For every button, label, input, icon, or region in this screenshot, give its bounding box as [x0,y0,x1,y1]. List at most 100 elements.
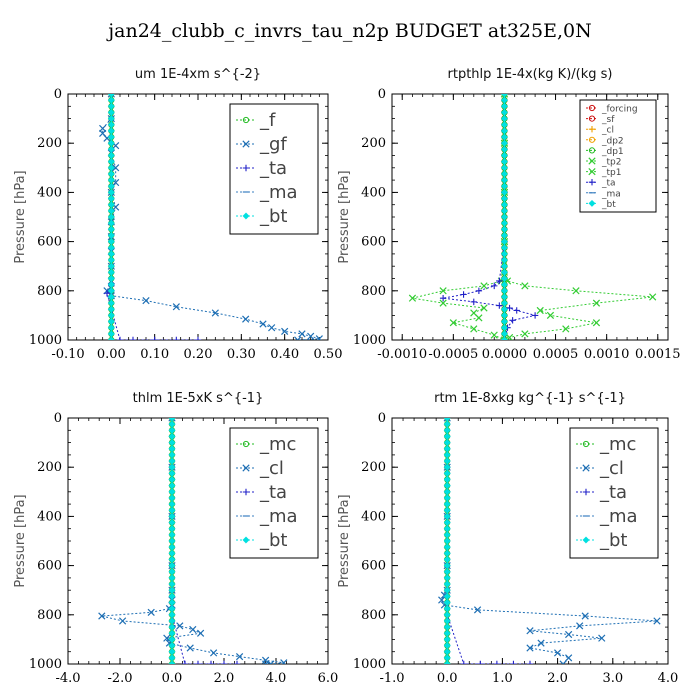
data-point [129,336,137,340]
data-point [500,324,508,332]
data-point [500,231,508,240]
data-point [470,325,478,333]
data-point [500,305,508,313]
y-tick-label: 200 [37,136,62,151]
data-point [107,274,115,283]
data-point [526,627,534,635]
y-tick-label: 400 [37,509,62,524]
data-point [443,531,451,539]
data-point [172,303,180,311]
data-point [438,596,446,604]
data-point [473,606,482,614]
data-point [151,336,158,340]
data-point [443,641,451,650]
data-point [107,133,115,141]
data-point [500,262,508,270]
x-tick-label: -4.0 [55,671,80,686]
data-point [107,317,115,326]
legend-label: _ta [259,158,287,179]
data-point [443,420,451,428]
data-point [443,648,451,656]
y-tick-label: 1000 [29,657,62,672]
data-point [500,244,508,252]
data-point [500,336,509,340]
legend-label: _bt [259,530,287,551]
series-line-ta [443,94,536,340]
data-point [107,256,115,264]
x-tick-label: 0.0005 [533,347,579,362]
data-point [168,611,176,619]
data-point [168,648,176,656]
data-point [443,574,451,582]
x-tick-label: 0.40 [270,347,299,362]
series-line-cl [441,418,657,664]
legend-label: _cl [601,126,614,136]
legend-label: _ma [601,189,621,199]
data-point [280,659,288,664]
series-group [98,418,288,664]
data-point [506,304,513,312]
data-point [500,115,508,123]
data-point [107,96,115,104]
series-group [438,418,661,664]
panel-title: um 1E-4xm s^{-2} [135,67,261,82]
data-point [189,625,197,634]
data-point [443,506,451,514]
data-point [298,330,306,338]
x-tick-label: 6.0 [318,671,339,686]
legend-label: _ta [601,179,616,189]
data-point [521,330,529,338]
legend: _forcing_sf_cl_dp2_dp1_tp2_tp1_ta_ma_bt [579,99,657,213]
x-tick-label: -0.0010 [377,347,427,362]
data-point [480,304,488,312]
data-point [142,297,150,305]
data-point [475,287,483,294]
x-tick-label: -1.0 [379,671,404,686]
data-point [443,635,451,643]
data-point [168,494,176,502]
data-point [493,660,501,664]
data-point [168,574,176,582]
data-point [500,145,508,153]
data-point [546,311,555,320]
chart-panel-1: um 1E-4xm s^{-2} Pressure [hPa] 0 200 400 600… [13,67,342,362]
panel-title: rtpthlp 1E-4x(kg K)/(kg s) [448,67,613,82]
data-point [168,418,176,422]
data-point [500,293,508,301]
legend-label: _ma [599,506,638,527]
x-tick-label: 0.50 [314,347,343,362]
legend-marker [582,464,590,472]
data-point [107,127,115,135]
x-tick-label: 3.0 [602,671,623,686]
data-point [443,549,451,557]
data-point [470,298,477,306]
data-point [168,537,176,545]
data-point [460,291,467,298]
data-point [176,622,184,630]
data-point [500,151,508,160]
y-axis-label: Pressure [hPa] [13,494,28,587]
y-tick-label: 800 [361,284,386,299]
data-point [107,108,115,117]
data-point [649,293,657,301]
series-group [99,94,323,340]
data-point [107,201,115,209]
data-point [443,518,451,527]
data-point [500,194,508,203]
legend-marker [588,199,596,207]
data-point [531,312,539,319]
data-point [500,219,508,227]
y-tick-label: 400 [361,185,386,200]
legend-label: _dp1 [601,147,624,157]
y-tick-label: 0 [378,87,386,102]
y-tick-label: 800 [37,608,62,623]
data-point [443,418,451,422]
data-point [443,525,451,533]
y-tick-label: 800 [37,284,62,299]
data-point [107,194,115,203]
panel-title: rtm 1E-8xkg kg^{-1} s^{-1} [434,391,626,406]
data-point [107,170,115,178]
data-point [477,660,484,664]
x-tick-label: 0.0010 [584,347,630,362]
data-point [242,315,250,323]
